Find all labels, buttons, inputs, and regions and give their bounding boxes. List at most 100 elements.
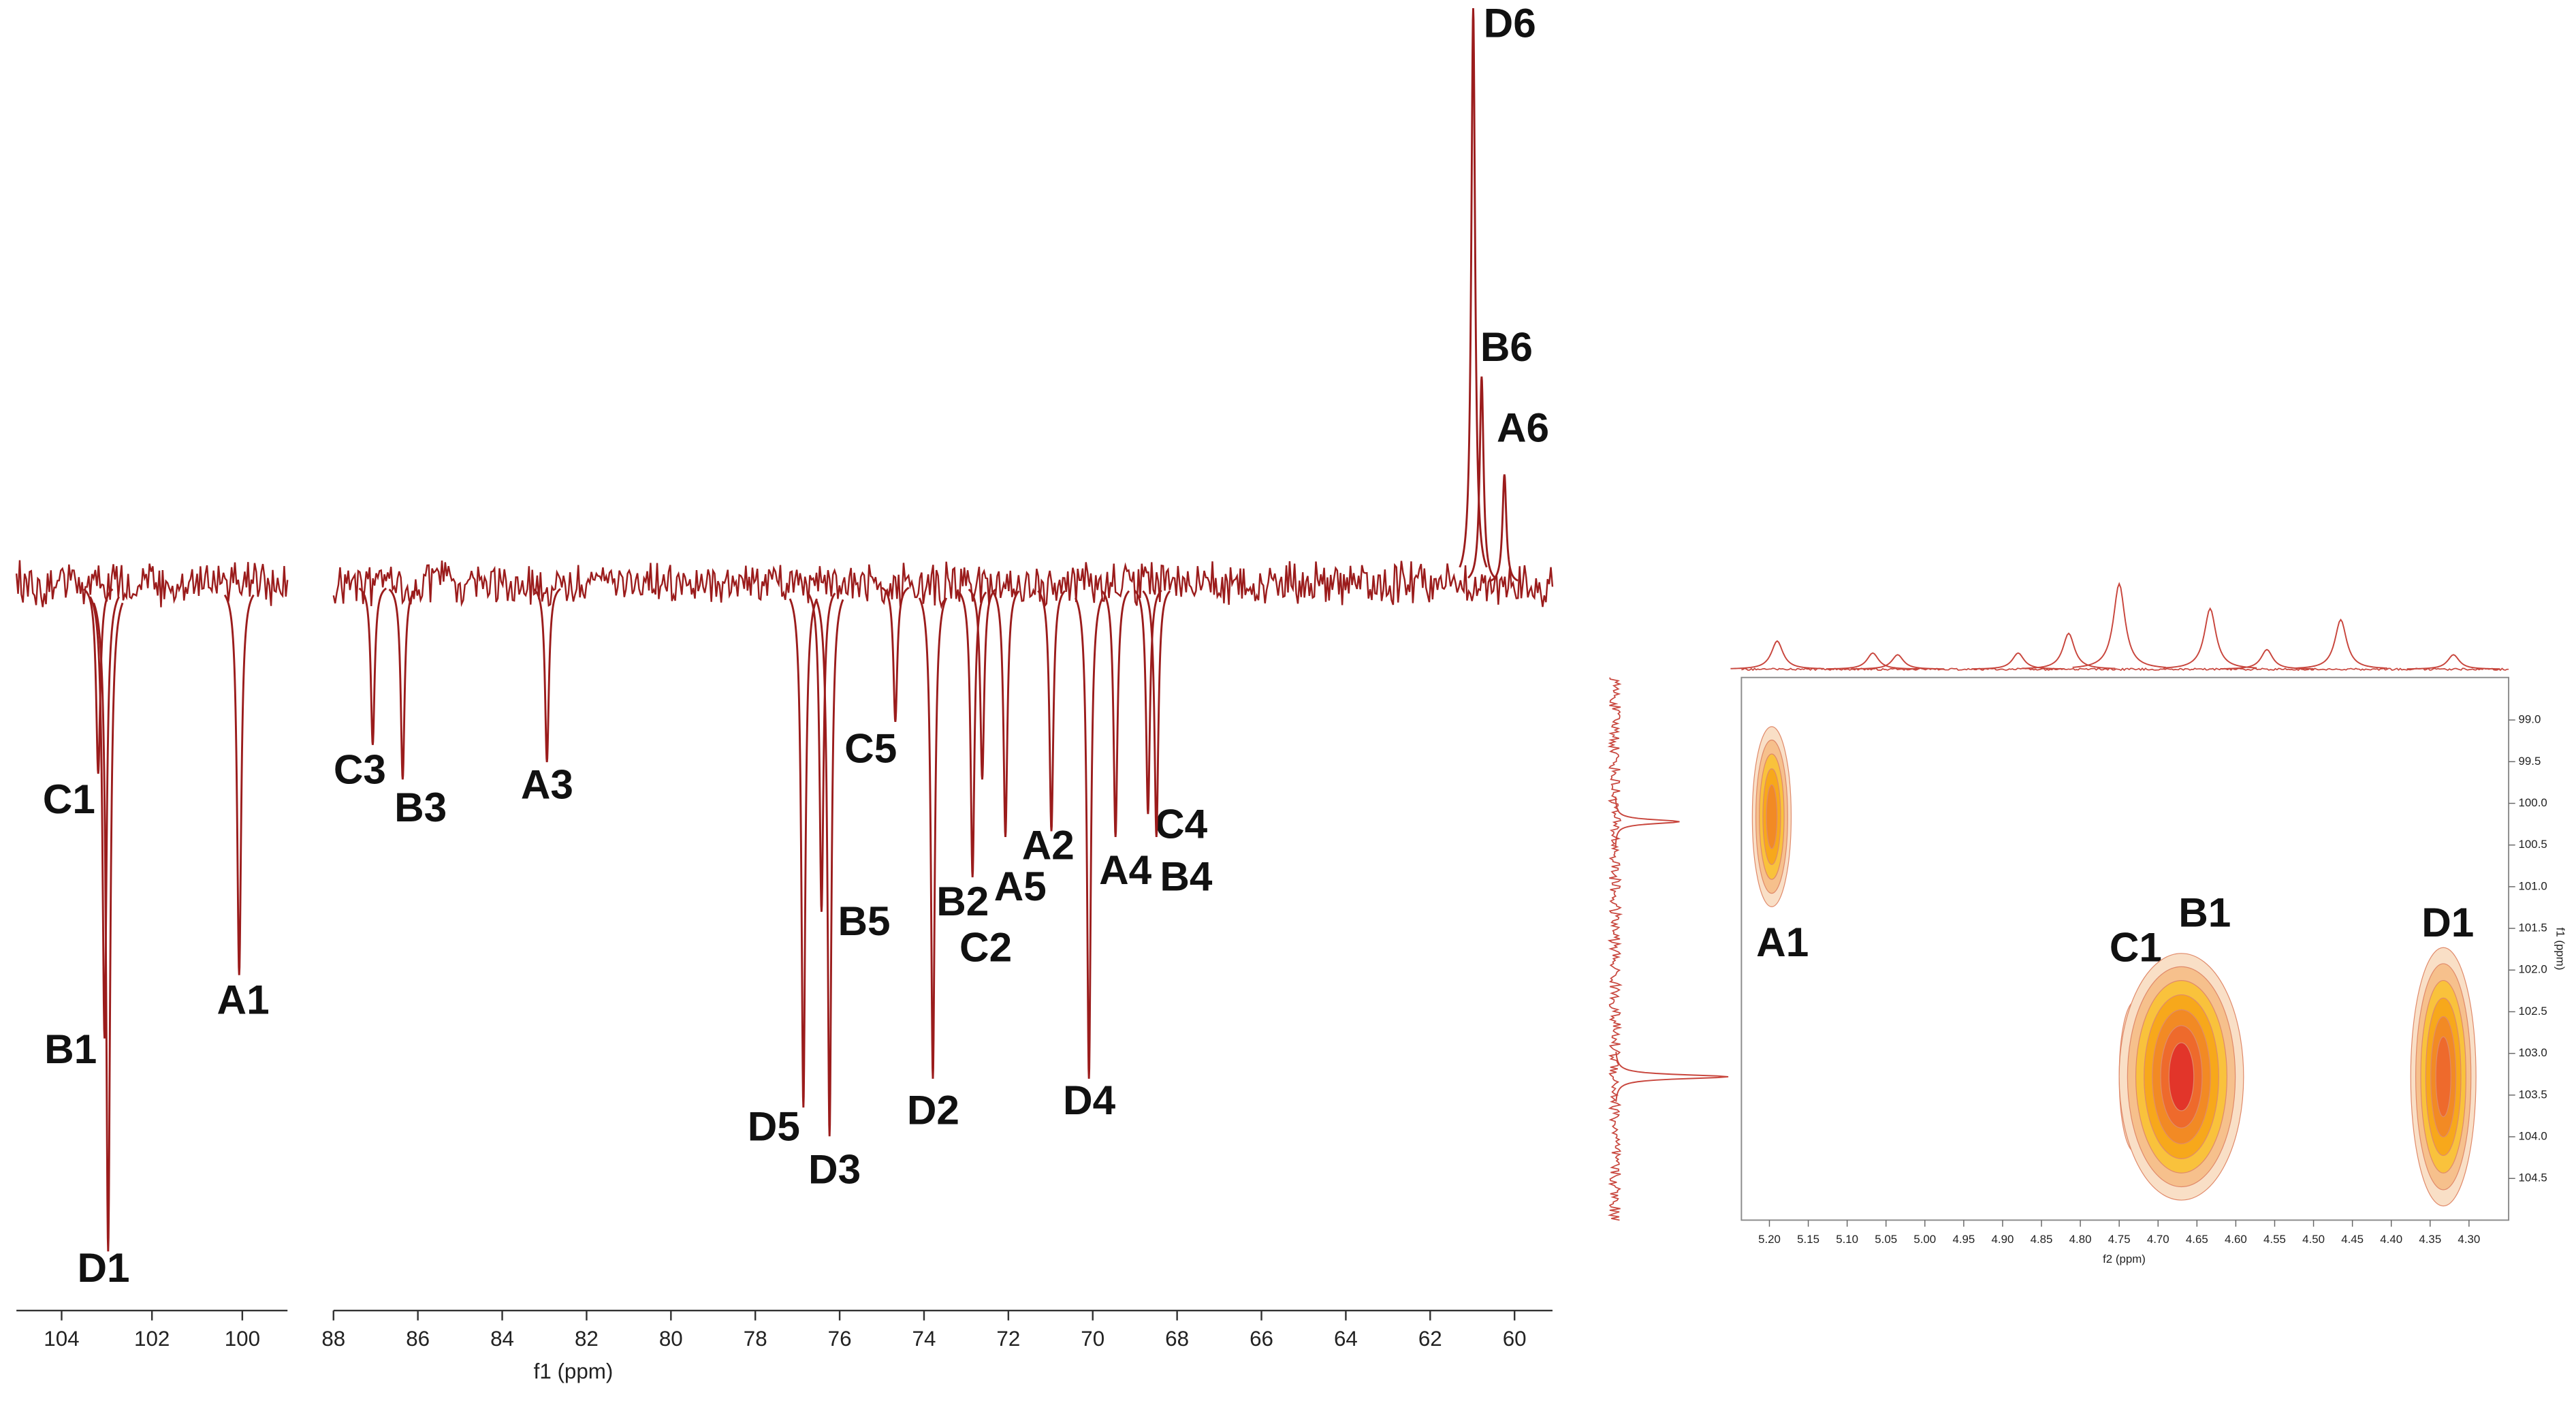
- x-tick-label: 5.20: [1758, 1233, 1781, 1246]
- peak: [807, 593, 836, 912]
- projection-peak: [2072, 582, 2166, 668]
- contour: [1766, 784, 1778, 849]
- x-tick-label: 5.05: [1875, 1233, 1897, 1246]
- peak-label: C2: [959, 924, 1012, 970]
- x-tick-label: 80: [659, 1327, 683, 1351]
- x-tick-label: 5.15: [1797, 1233, 1819, 1246]
- x-tick-label: 4.60: [2225, 1233, 2247, 1246]
- peak-label: D1: [77, 1244, 129, 1291]
- peak-label: D1: [2421, 899, 2474, 945]
- peak: [789, 598, 818, 1108]
- x-tick-label: 70: [1081, 1327, 1104, 1351]
- y-tick-label: 102.0: [2519, 963, 2547, 976]
- peak-label: A5: [994, 863, 1047, 909]
- x-tick-label: 4.50: [2302, 1233, 2325, 1246]
- x-tick-label: 4.65: [2186, 1233, 2208, 1246]
- y-tick-label: 99.0: [2519, 713, 2541, 726]
- projection-peak: [1615, 796, 1680, 847]
- x-tick-label: 104: [44, 1327, 79, 1351]
- peak-label: D6: [1484, 0, 1536, 46]
- baseline-noise: [15, 560, 289, 608]
- peak-label: C5: [844, 725, 897, 771]
- projection-peak: [1615, 1052, 1729, 1102]
- x-tick-label: 82: [575, 1327, 599, 1351]
- y-tick-label: 101.5: [2519, 922, 2547, 934]
- x-tick-label: 86: [406, 1327, 430, 1351]
- peak: [1101, 590, 1130, 837]
- projection-peak: [2293, 618, 2388, 669]
- x-tick-label: 74: [912, 1327, 936, 1351]
- peak-label: B3: [394, 784, 447, 830]
- x-tick-label: 100: [225, 1327, 260, 1351]
- x-tick-label: 62: [1418, 1327, 1442, 1351]
- peak-label: D3: [808, 1146, 861, 1192]
- y-tick-label: 100.5: [2519, 838, 2547, 851]
- x-tick-label: 4.40: [2380, 1233, 2402, 1246]
- peak: [1490, 474, 1518, 582]
- peak-label: C4: [1155, 800, 1208, 847]
- contour: [2435, 1036, 2451, 1118]
- projection-peak: [2406, 654, 2500, 670]
- peak: [223, 594, 255, 975]
- projection-peak: [1826, 652, 1920, 670]
- y-tick-label: 99.5: [2519, 755, 2541, 768]
- x-tick-label: 4.70: [2147, 1233, 2169, 1246]
- y-axis-label: f1 (ppm): [2554, 928, 2566, 971]
- y-tick-label: 103.0: [2519, 1046, 2547, 1059]
- x-tick-label: 72: [996, 1327, 1020, 1351]
- x-tick-label: 4.35: [2419, 1233, 2441, 1246]
- y-tick-label: 101.0: [2519, 879, 2547, 892]
- peak-label: A4: [1099, 847, 1152, 893]
- baseline-noise: [332, 560, 1554, 610]
- x-tick-label: 5.10: [1836, 1233, 1858, 1246]
- projection-baseline: [1607, 677, 1623, 1221]
- x-axis-label: f1 (ppm): [534, 1359, 614, 1383]
- x-tick-label: 102: [134, 1327, 170, 1351]
- peak-label: C3: [334, 746, 386, 793]
- x-tick-label: 68: [1165, 1327, 1189, 1351]
- x-tick-label: 4.55: [2263, 1233, 2286, 1246]
- peak: [815, 599, 844, 1137]
- y-tick-label: 104.5: [2519, 1171, 2547, 1184]
- x-tick-label: 60: [1503, 1327, 1527, 1351]
- y-tick-label: 104.0: [2519, 1130, 2547, 1143]
- peak-label: B5: [838, 898, 890, 944]
- peak: [1134, 589, 1162, 815]
- peak-label: B2: [936, 878, 989, 924]
- peak: [968, 588, 997, 780]
- peak-label: A1: [1756, 919, 1809, 965]
- contour: [2168, 1042, 2195, 1112]
- peak: [83, 588, 114, 774]
- peak: [918, 597, 948, 1079]
- y-tick-label: 102.5: [2519, 1005, 2547, 1018]
- peak-label: A3: [521, 761, 573, 807]
- hsqc-frame: [1740, 676, 2510, 1221]
- projection-peak: [1851, 654, 1945, 670]
- peak: [881, 586, 910, 723]
- x-tick-label: 4.85: [2031, 1233, 2053, 1246]
- peak-label: D5: [748, 1103, 800, 1150]
- y-tick-label: 103.5: [2519, 1088, 2547, 1101]
- x-tick-label: 4.45: [2341, 1233, 2364, 1246]
- x-tick-label: 4.75: [2108, 1233, 2131, 1246]
- x-tick-label: 64: [1334, 1327, 1358, 1351]
- peak: [388, 588, 417, 780]
- peak-label: A1: [217, 977, 270, 1023]
- x-tick-label: 88: [321, 1327, 345, 1351]
- peak: [532, 588, 561, 763]
- peak: [1037, 590, 1066, 832]
- peak: [1142, 590, 1171, 837]
- peak: [1459, 8, 1488, 568]
- projection-peak: [1730, 640, 1824, 670]
- x-tick-label: 84: [490, 1327, 514, 1351]
- peak: [1467, 376, 1496, 579]
- peak-label: B6: [1480, 324, 1533, 370]
- x-tick-label: 66: [1250, 1327, 1273, 1351]
- peak-label: C1: [43, 776, 95, 822]
- y-tick-label: 100.0: [2519, 796, 2547, 809]
- peak-label: C1: [2110, 924, 2162, 970]
- projection-peak: [2022, 632, 2116, 670]
- peak-label: B4: [1160, 853, 1213, 900]
